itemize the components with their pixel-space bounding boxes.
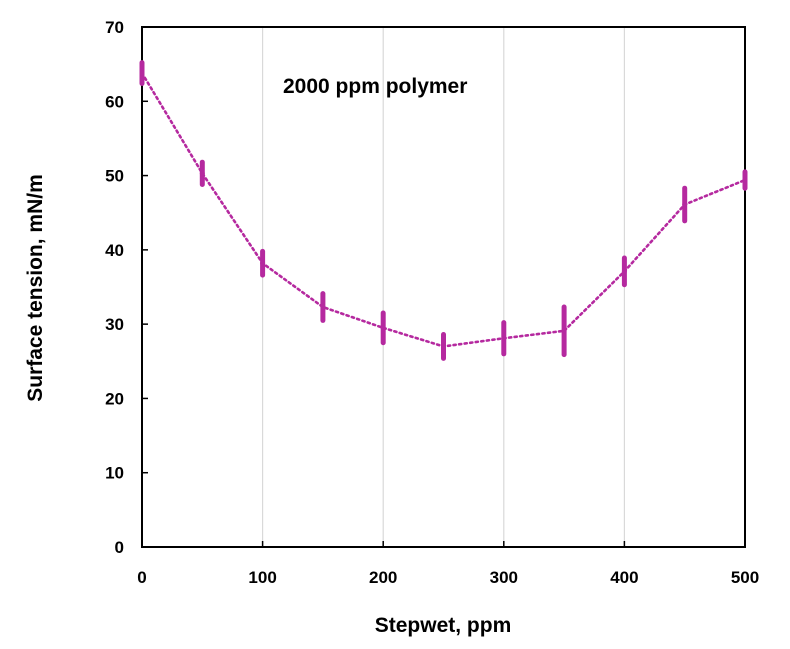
- y-tick-label: 60: [105, 92, 124, 111]
- data-point: [320, 304, 326, 310]
- y-tick-label: 70: [105, 18, 124, 37]
- x-tick-label: 300: [490, 568, 518, 587]
- y-tick-label: 40: [105, 241, 124, 260]
- tick-labels: 0 10 20 30 40 50 60 70 0 100 200 300 400 500: [105, 18, 759, 587]
- data-point: [260, 260, 266, 266]
- y-tick-label: 20: [105, 389, 124, 408]
- y-tick-label: 0: [115, 538, 124, 557]
- data-point: [380, 325, 386, 331]
- x-tick-label: 400: [610, 568, 638, 587]
- plot-frame: [141, 26, 746, 548]
- grid: [262, 27, 626, 547]
- y-tick-label: 30: [105, 315, 124, 334]
- data-point: [501, 335, 507, 341]
- data-point: [682, 202, 688, 208]
- series: [139, 60, 748, 361]
- series-line: [140, 71, 747, 348]
- y-tick-label: 50: [105, 167, 124, 186]
- axes: [141, 26, 746, 548]
- data-point: [561, 328, 567, 334]
- data-point: [199, 170, 205, 176]
- x-tick-label: 200: [369, 568, 397, 587]
- chart-annotation: 2000 ppm polymer: [283, 75, 467, 98]
- data-point: [441, 343, 446, 349]
- y-tick-label: 10: [105, 464, 124, 483]
- data-point: [742, 177, 748, 183]
- data-point: [621, 268, 627, 274]
- x-tick-label: 0: [137, 568, 146, 587]
- y-axis-title: Surface tension, mN/m: [24, 174, 47, 402]
- x-tick-label: 100: [248, 568, 276, 587]
- x-axis-title: Stepwet, ppm: [375, 614, 512, 637]
- x-tick-label: 500: [731, 568, 759, 587]
- data-point: [139, 70, 145, 76]
